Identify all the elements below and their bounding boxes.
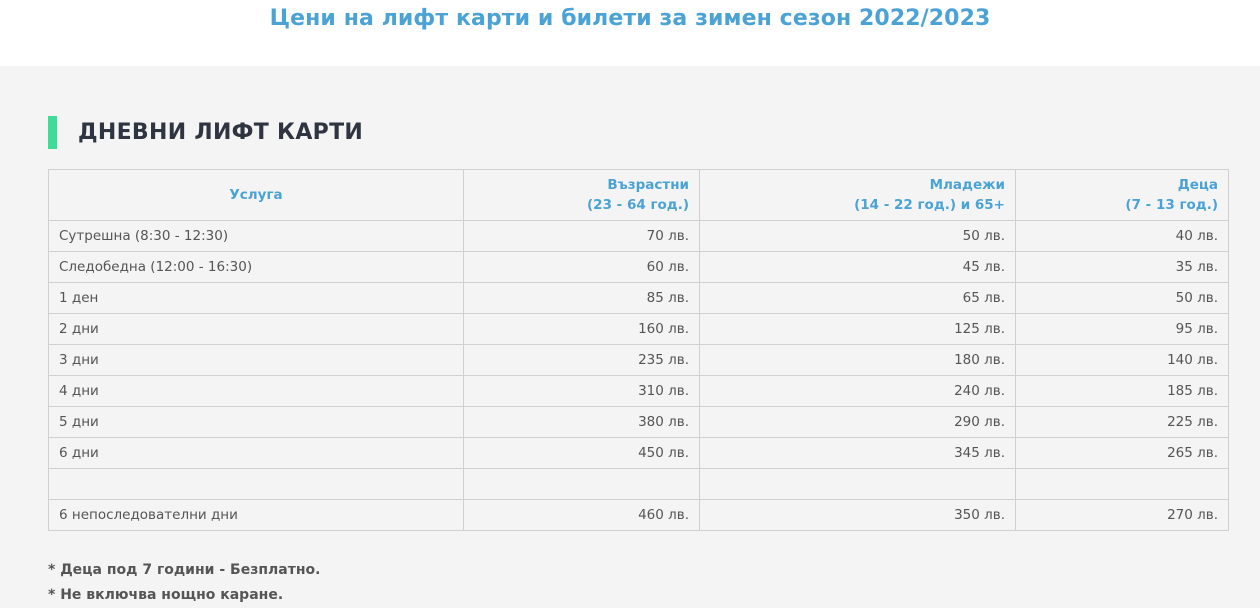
column-header-adults: Възрастни (23 - 64 год.) [463,169,700,221]
cell-price-kids: 225 лв. [1015,406,1229,438]
cell-price-youth: 290 лв. [699,406,1016,438]
table-row: Следобедна (12:00 - 16:30) 60 лв. 45 лв.… [48,251,1229,283]
cell-price-youth: 45 лв. [699,251,1016,283]
section-heading: ДНЕВНИ ЛИФТ КАРТИ [48,116,363,149]
price-table: Услуга Възрастни (23 - 64 год.) Младежи … [48,169,1229,531]
cell-price-youth: 125 лв. [699,313,1016,345]
cell-price-adults [463,468,700,500]
cell-price-adults: 85 лв. [463,282,700,314]
cell-price-kids: 35 лв. [1015,251,1229,283]
cell-service: 2 дни [48,313,464,345]
cell-price-youth: 50 лв. [699,220,1016,252]
content-area: ДНЕВНИ ЛИФТ КАРТИ Услуга Възрастни (23 -… [0,66,1260,608]
cell-service [48,468,464,500]
table-row: 3 дни 235 лв. 180 лв. 140 лв. [48,344,1229,376]
cell-price-adults: 235 лв. [463,344,700,376]
cell-price-adults: 60 лв. [463,251,700,283]
column-header-sublabel: (7 - 13 год.) [1125,197,1218,213]
cell-service: 5 дни [48,406,464,438]
footnotes: * Деца под 7 години - Безплатно. * Не вк… [48,559,320,609]
column-header-label: Възрастни [607,177,689,193]
cell-price-kids: 185 лв. [1015,375,1229,407]
cell-price-youth: 345 лв. [699,437,1016,469]
table-row: Сутрешна (8:30 - 12:30) 70 лв. 50 лв. 40… [48,220,1229,252]
table-row: 2 дни 160 лв. 125 лв. 95 лв. [48,313,1229,345]
cell-price-adults: 450 лв. [463,437,700,469]
table-row: 6 непоследователни дни 460 лв. 350 лв. 2… [48,499,1229,531]
column-header-sublabel: (14 - 22 год.) и 65+ [854,197,1005,213]
column-header-kids: Деца (7 - 13 год.) [1015,169,1229,221]
page-header: Цени на лифт карти и билети за зимен сез… [0,0,1260,66]
cell-service: 6 дни [48,437,464,469]
table-row: 5 дни 380 лв. 290 лв. 225 лв. [48,406,1229,438]
cell-price-adults: 380 лв. [463,406,700,438]
cell-price-adults: 70 лв. [463,220,700,252]
table-row: 4 дни 310 лв. 240 лв. 185 лв. [48,375,1229,407]
table-row: 1 ден 85 лв. 65 лв. 50 лв. [48,282,1229,314]
table-row: 6 дни 450 лв. 345 лв. 265 лв. [48,437,1229,469]
cell-price-kids: 40 лв. [1015,220,1229,252]
cell-price-kids: 140 лв. [1015,344,1229,376]
column-header-service: Услуга [48,169,464,221]
cell-price-youth: 240 лв. [699,375,1016,407]
cell-service: 6 непоследователни дни [48,499,464,531]
column-header-youth: Младежи (14 - 22 год.) и 65+ [699,169,1016,221]
table-row-empty [48,468,1229,500]
cell-price-kids: 95 лв. [1015,313,1229,345]
section-heading-text: ДНЕВНИ ЛИФТ КАРТИ [78,120,364,145]
column-header-label: Младежи [929,177,1005,193]
cell-price-youth [699,468,1016,500]
cell-price-kids: 270 лв. [1015,499,1229,531]
cell-price-youth: 180 лв. [699,344,1016,376]
cell-service: Сутрешна (8:30 - 12:30) [48,220,464,252]
table-header-row: Услуга Възрастни (23 - 64 год.) Младежи … [48,169,1229,221]
cell-price-kids: 50 лв. [1015,282,1229,314]
page-title: Цени на лифт карти и билети за зимен сез… [269,6,991,31]
footnote-free-kids: * Деца под 7 години - Безплатно. [48,562,321,578]
column-header-label: Услуга [229,187,283,203]
cell-service: 3 дни [48,344,464,376]
cell-price-youth: 65 лв. [699,282,1016,314]
cell-price-adults: 460 лв. [463,499,700,531]
footnote-no-night-skiing: * Не включва нощно каране. [48,587,284,603]
cell-price-kids [1015,468,1229,500]
cell-price-adults: 160 лв. [463,313,700,345]
column-header-label: Деца [1177,177,1218,193]
cell-price-youth: 350 лв. [699,499,1016,531]
column-header-sublabel: (23 - 64 год.) [587,197,689,213]
cell-service: 4 дни [48,375,464,407]
cell-service: Следобедна (12:00 - 16:30) [48,251,464,283]
cell-service: 1 ден [48,282,464,314]
cell-price-adults: 310 лв. [463,375,700,407]
cell-price-kids: 265 лв. [1015,437,1229,469]
heading-accent-bar [48,116,57,149]
